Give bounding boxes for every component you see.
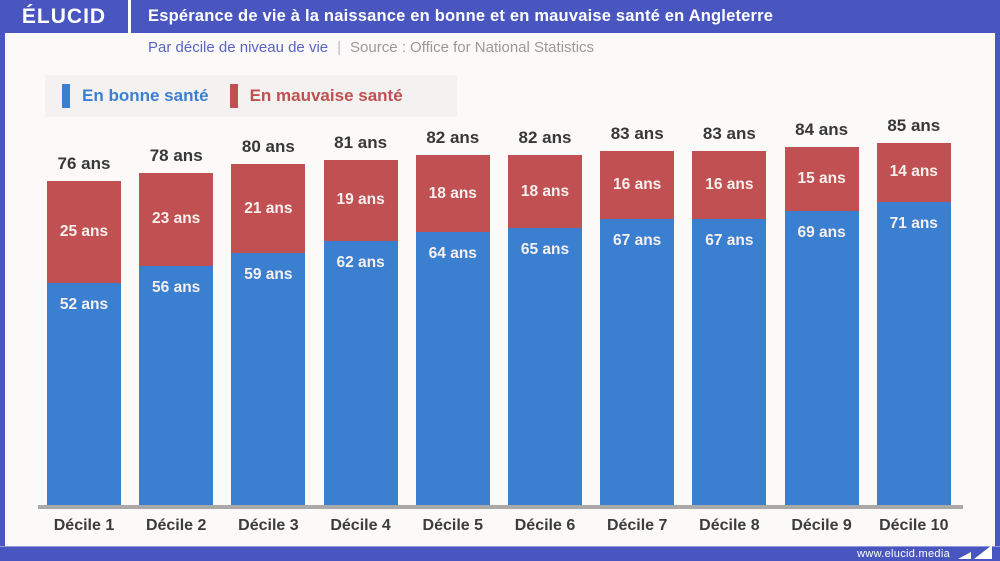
poor-health-value-label: 21 ans bbox=[244, 199, 293, 217]
bar-total-label: 85 ans bbox=[887, 115, 941, 135]
poor-health-value-label: 14 ans bbox=[889, 163, 938, 181]
subtitle-separator: | bbox=[337, 39, 342, 56]
x-axis-label: Décile 6 bbox=[514, 517, 576, 534]
x-axis-label: Décile 7 bbox=[606, 517, 668, 534]
footer-website-url: www.elucid.media bbox=[857, 548, 950, 560]
good-health-value-label: 59 ans bbox=[244, 266, 293, 284]
legend-item-poor-health: En mauvaise santé bbox=[229, 84, 403, 108]
stacked-bar: 18 ans 65 ans bbox=[508, 155, 582, 505]
bar-poor-health-segment: 18 ans bbox=[508, 155, 582, 228]
stacked-bar: 21 ans 59 ans bbox=[231, 163, 306, 505]
bar-total-label: 84 ans bbox=[795, 119, 849, 139]
bar-good-health-segment: 52 ans bbox=[47, 283, 121, 505]
poor-health-value-label: 15 ans bbox=[797, 169, 846, 187]
source-text: Source : Office for National Statistics bbox=[350, 39, 595, 56]
frame-border-right bbox=[995, 0, 1000, 561]
x-axis-label: Décile 3 bbox=[238, 517, 299, 534]
elucid-arrow-icon bbox=[958, 545, 992, 559]
bar-good-health-segment: 69 ans bbox=[784, 210, 859, 505]
bar-total-label: 83 ans bbox=[610, 124, 664, 144]
good-health-value-label: 67 ans bbox=[705, 232, 754, 250]
x-axis-label: Décile 8 bbox=[699, 517, 760, 534]
subtitle-text: Par décile de niveau de vie bbox=[148, 39, 329, 56]
stacked-bar: 16 ans 67 ans bbox=[600, 151, 675, 505]
bar-total-label: 80 ans bbox=[241, 136, 295, 156]
bar-good-health-segment: 65 ans bbox=[508, 227, 582, 505]
stacked-bar: 25 ans 52 ans bbox=[47, 181, 121, 505]
poor-health-value-label: 18 ans bbox=[520, 182, 570, 200]
x-axis-label: Décile 1 bbox=[53, 517, 115, 534]
good-health-value-label: 71 ans bbox=[889, 215, 938, 233]
bar-good-health-segment: 64 ans bbox=[415, 232, 490, 505]
x-axis-line bbox=[38, 505, 963, 509]
elucid-logo: ÉLUCID bbox=[21, 5, 107, 28]
bar-good-health-segment: 56 ans bbox=[139, 266, 214, 505]
bar-total-label: 78 ans bbox=[149, 145, 203, 165]
good-health-marker-icon bbox=[62, 84, 70, 108]
legend: En bonne santé En mauvaise santé bbox=[45, 75, 457, 117]
bar-poor-health-segment: 18 ans bbox=[415, 155, 490, 233]
footer-bar: www.elucid.media bbox=[0, 545, 1000, 561]
good-health-value-label: 56 ans bbox=[152, 279, 201, 297]
poor-health-value-label: 19 ans bbox=[336, 191, 385, 209]
good-health-value-label: 62 ans bbox=[336, 253, 385, 271]
poor-health-value-label: 23 ans bbox=[152, 210, 201, 228]
bar-good-health-segment: 71 ans bbox=[876, 202, 951, 505]
x-axis-label: Décile 2 bbox=[145, 517, 207, 534]
good-health-value-label: 64 ans bbox=[428, 245, 477, 263]
poor-health-value-label: 18 ans bbox=[428, 184, 477, 202]
bar-poor-health-segment: 19 ans bbox=[323, 159, 398, 241]
x-axis-label: Décile 4 bbox=[330, 517, 391, 534]
bar-good-health-segment: 59 ans bbox=[231, 253, 306, 505]
stacked-bar: 16 ans 67 ans bbox=[692, 151, 767, 505]
bar-total-label: 82 ans bbox=[518, 128, 572, 148]
good-health-value-label: 67 ans bbox=[613, 232, 662, 250]
bar-poor-health-segment: 15 ans bbox=[784, 146, 859, 211]
poor-health-marker-icon bbox=[229, 84, 238, 108]
chart-title: Espérance de vie à la naissance en bonne… bbox=[148, 7, 774, 25]
poor-health-value-label: 25 ans bbox=[59, 223, 109, 241]
legend-label-poor-health: En mauvaise santé bbox=[249, 86, 403, 105]
bar-good-health-segment: 62 ans bbox=[323, 240, 398, 505]
bar-total-label: 82 ans bbox=[426, 128, 480, 148]
stacked-bar: 23 ans 56 ans bbox=[139, 172, 214, 505]
legend-item-good-health: En bonne santé bbox=[62, 84, 209, 108]
stacked-bar: 18 ans 64 ans bbox=[415, 155, 490, 505]
bar-total-label: 81 ans bbox=[334, 132, 388, 152]
bar-poor-health-segment: 14 ans bbox=[876, 142, 951, 203]
stacked-bar: 15 ans 69 ans bbox=[784, 146, 859, 505]
bar-poor-health-segment: 16 ans bbox=[692, 151, 767, 220]
x-axis-label: Décile 5 bbox=[422, 517, 484, 534]
x-axis-label: Décile 10 bbox=[879, 517, 949, 534]
good-health-value-label: 69 ans bbox=[797, 223, 846, 241]
bar-poor-health-segment: 25 ans bbox=[47, 181, 121, 284]
stacked-bar: 19 ans 62 ans bbox=[323, 159, 398, 505]
subtitle: Par décile de niveau de vie | Source : O… bbox=[148, 39, 594, 56]
header-divider bbox=[128, 0, 131, 33]
good-health-value-label: 52 ans bbox=[59, 296, 109, 314]
bar-poor-health-segment: 21 ans bbox=[231, 163, 306, 254]
bar-good-health-segment: 67 ans bbox=[692, 219, 767, 505]
good-health-value-label: 65 ans bbox=[520, 240, 570, 258]
poor-health-value-label: 16 ans bbox=[613, 176, 662, 194]
bar-total-label: 76 ans bbox=[57, 154, 111, 174]
bar-poor-health-segment: 23 ans bbox=[139, 172, 214, 267]
stacked-bar: 14 ans 71 ans bbox=[876, 142, 951, 505]
bar-good-health-segment: 67 ans bbox=[600, 219, 675, 505]
frame-border-left bbox=[0, 0, 5, 561]
header-bar: ÉLUCID Espérance de vie à la naissance e… bbox=[0, 0, 1000, 33]
legend-label-good-health: En bonne santé bbox=[82, 86, 209, 105]
bar-total-label: 83 ans bbox=[702, 124, 756, 144]
x-axis-label: Décile 9 bbox=[791, 517, 852, 534]
poor-health-value-label: 16 ans bbox=[705, 176, 754, 194]
bar-poor-health-segment: 16 ans bbox=[600, 151, 675, 220]
